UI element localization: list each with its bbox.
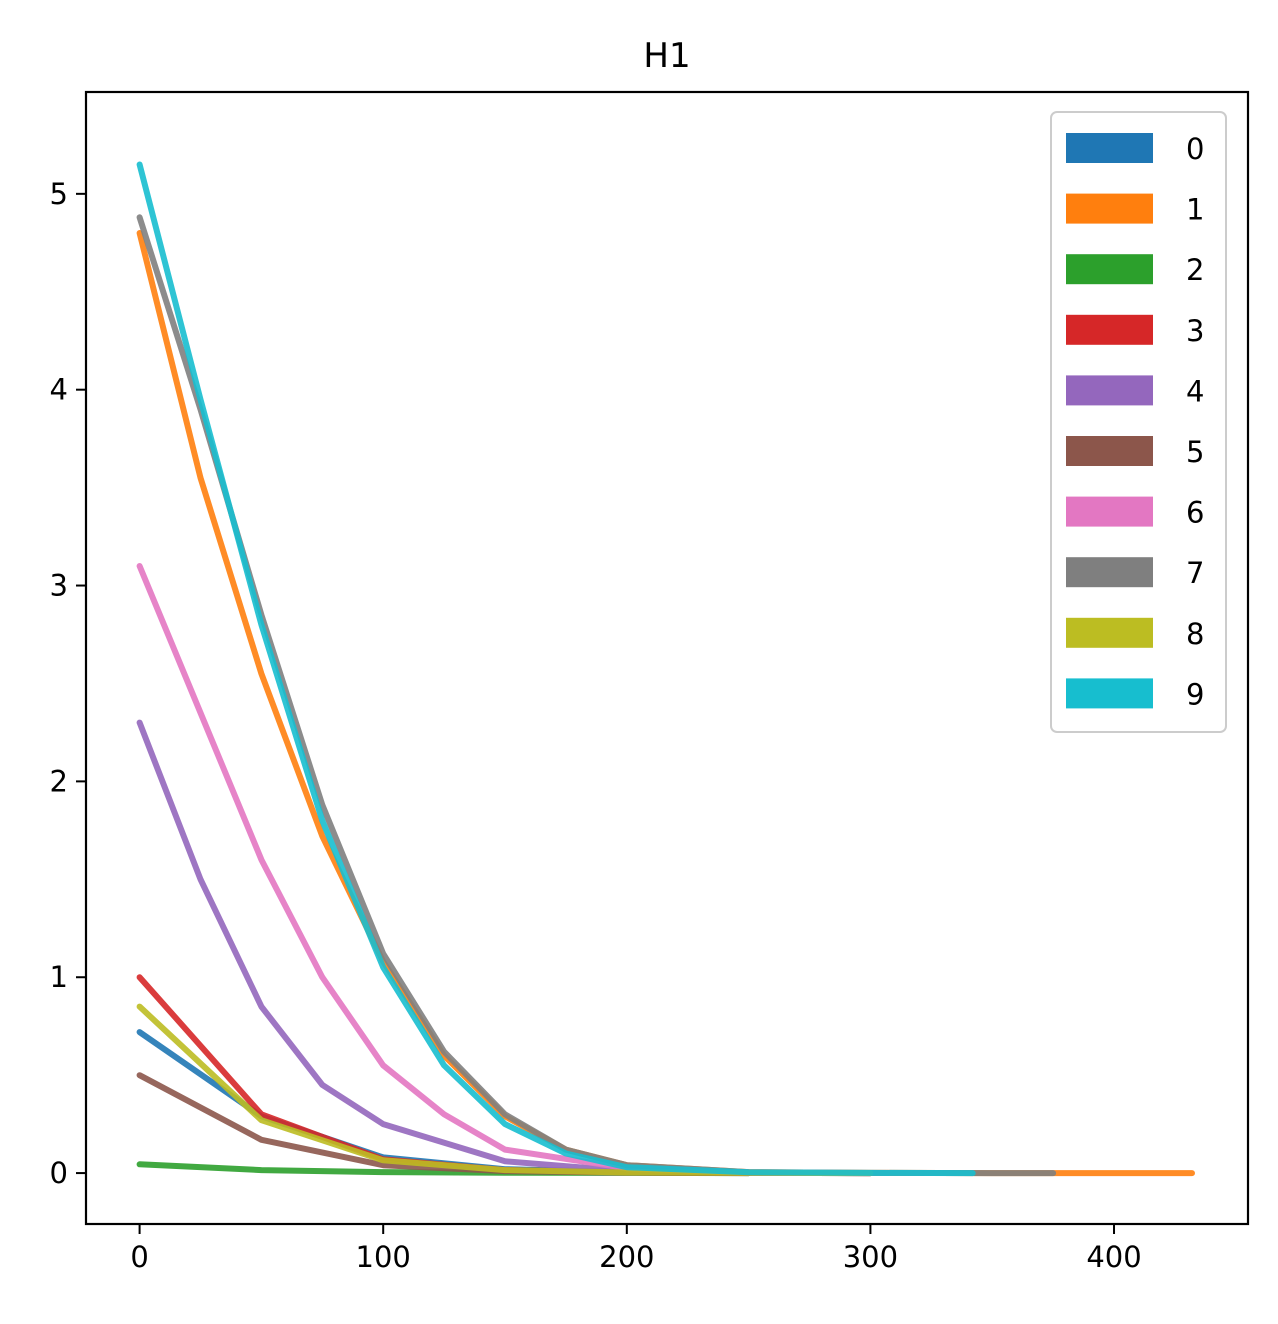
legend-label-8: 8	[1186, 617, 1204, 651]
x-tick-label: 0	[130, 1240, 148, 1274]
y-tick-label: 1	[50, 960, 68, 994]
legend-swatch-7	[1066, 557, 1153, 588]
legend-swatch-1	[1066, 193, 1153, 224]
legend-swatch-5	[1066, 436, 1153, 466]
legend: 0 1 2 3 4 5 6 7 8 9	[1050, 111, 1227, 733]
legend-swatch-8	[1066, 617, 1153, 648]
x-tick-label: 100	[356, 1240, 411, 1274]
y-tick-label: 5	[50, 177, 68, 211]
plot-area	[136, 161, 1195, 1177]
legend-label-3: 3	[1186, 314, 1204, 348]
legend-swatch-4	[1066, 375, 1153, 406]
legend-label-7: 7	[1186, 556, 1204, 590]
x-tick-label: 200	[599, 1240, 654, 1274]
x-tick-label: 400	[1086, 1240, 1141, 1274]
legend-label-0: 0	[1186, 132, 1204, 166]
legend-label-5: 5	[1186, 435, 1204, 469]
legend-swatch-6	[1066, 496, 1153, 527]
y-axis: 0 1 2 3 4 5	[50, 177, 86, 1190]
legend-label-1: 1	[1186, 193, 1204, 227]
y-tick-label: 3	[50, 569, 68, 603]
legend-label-2: 2	[1186, 253, 1204, 287]
y-tick-label: 2	[50, 764, 68, 798]
x-tick-label: 300	[843, 1240, 898, 1274]
series-line-9	[136, 161, 976, 1177]
legend-label-6: 6	[1186, 496, 1204, 530]
legend-label-9: 9	[1186, 677, 1204, 711]
legend-swatch-3	[1066, 314, 1153, 345]
chart-title: H1	[643, 36, 690, 76]
legend-label-4: 4	[1186, 374, 1204, 408]
plot-frame	[84, 90, 1250, 1226]
legend-swatch-0	[1066, 133, 1153, 163]
y-tick-label: 4	[50, 373, 68, 407]
x-axis: 0 100 200 300 400	[130, 1224, 1142, 1274]
legend-swatch-9	[1066, 678, 1153, 709]
y-tick-label: 0	[50, 1156, 68, 1190]
legend-swatch-2	[1066, 254, 1153, 285]
